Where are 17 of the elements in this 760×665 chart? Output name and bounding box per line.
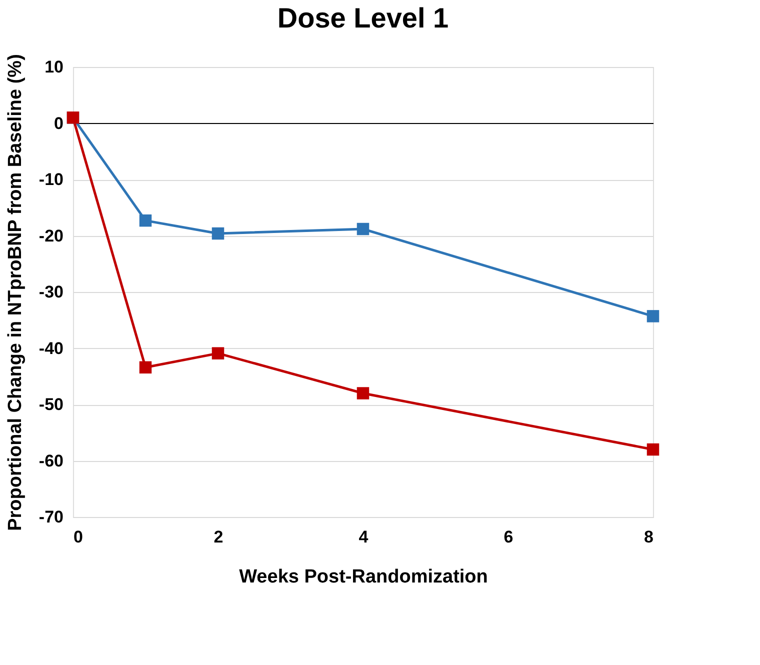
y-tick-label: -60 xyxy=(38,451,64,470)
y-tick-label: 0 xyxy=(54,114,64,133)
x-tick-label: 6 xyxy=(504,528,514,546)
chart-title: Dose Level 1 xyxy=(277,2,449,34)
x-tick-label: 0 xyxy=(74,528,83,546)
x-tick-label: 4 xyxy=(358,528,369,546)
y-tick-label: -40 xyxy=(38,338,64,358)
x-axis-title: Weeks Post-Randomization xyxy=(239,566,488,588)
y-tick-label: -10 xyxy=(38,170,64,189)
x-tick-label: 8 xyxy=(644,528,654,546)
y-tick-label: 10 xyxy=(44,58,64,76)
y-tick-label: -50 xyxy=(38,395,64,414)
x-tick-label: 2 xyxy=(214,528,224,546)
y-tick-label: -30 xyxy=(38,282,64,302)
y-axis-title: Proportional Change in NTproBNP from Baseline (%) xyxy=(4,54,26,531)
y-tick-label: -70 xyxy=(38,508,64,526)
y-tick-label: -20 xyxy=(38,226,64,246)
